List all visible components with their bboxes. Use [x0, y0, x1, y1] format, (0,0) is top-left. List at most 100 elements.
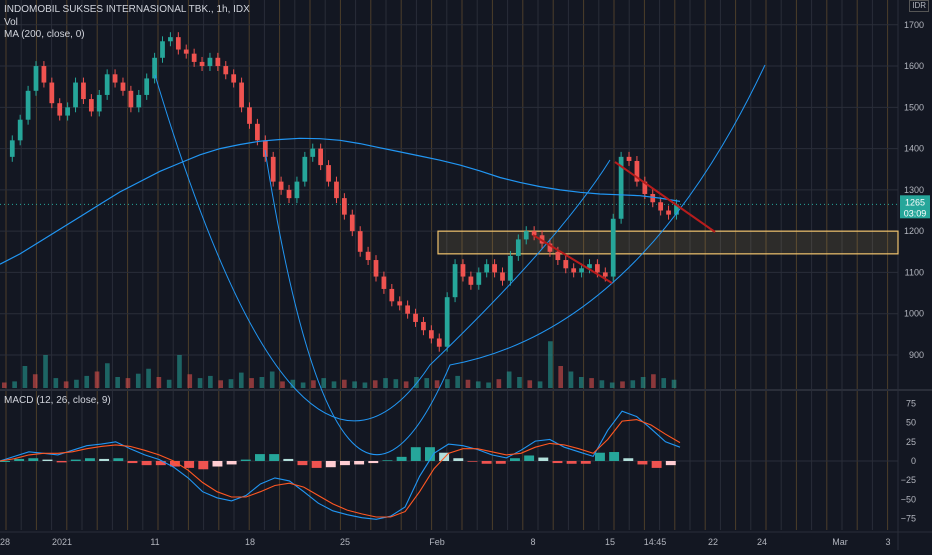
time-tick-label: 8 [530, 537, 535, 547]
last-price-value: 1265 [905, 197, 925, 207]
candle-body [436, 338, 442, 347]
macd-histogram-bar [396, 456, 407, 461]
candle-body [73, 82, 78, 108]
candle-body [334, 181, 339, 199]
macd-histogram-bar [637, 461, 648, 465]
candle-body [326, 165, 331, 182]
macd-histogram-bar [42, 459, 53, 461]
macd-histogram-bar [481, 461, 492, 464]
volume-bar [445, 379, 450, 388]
macd-histogram-bar [212, 461, 223, 467]
volume-bar [630, 380, 636, 388]
macd-histogram-bar [609, 452, 620, 461]
macd-histogram-bar [283, 458, 294, 461]
volume-bar [486, 382, 491, 388]
candle-body [666, 210, 671, 215]
price-tick-label: 900 [909, 350, 924, 360]
volume-bar [280, 381, 285, 388]
candle-body [81, 82, 86, 100]
volume-bar [558, 366, 563, 388]
macd-histogram-bar [538, 457, 549, 461]
candle-body [41, 66, 47, 83]
macd-histogram-bar [595, 452, 605, 461]
macd-histogram-bar [14, 458, 25, 461]
macd-tick-label: −75 [901, 514, 916, 524]
macd-histogram-bar [56, 461, 67, 463]
candle-body [112, 74, 118, 83]
macd-tick-label: 0 [911, 456, 916, 466]
volume-bar [84, 375, 90, 388]
candle-body [25, 90, 31, 120]
candle-body [65, 107, 70, 116]
volume-bar [517, 377, 522, 388]
candle-body [231, 74, 237, 83]
volume-bar [331, 381, 337, 388]
volume-bar [527, 380, 533, 388]
volume-legend: Vol [4, 17, 18, 28]
volume-bar [269, 371, 275, 388]
macd-histogram-bar [524, 455, 535, 461]
macd-histogram-bar [510, 458, 520, 461]
trendline-2 [614, 161, 716, 233]
candle-body [618, 156, 624, 219]
macd-histogram-bar [623, 458, 634, 461]
candle-body [674, 204, 679, 215]
candle-body [531, 231, 537, 236]
volume-bar [12, 381, 17, 388]
volume-bar [455, 375, 460, 388]
last-price-countdown: 03:09 [904, 208, 927, 218]
candle-body [255, 123, 260, 141]
macd-tick-label: 75 [906, 399, 916, 409]
volume-bar [640, 377, 646, 388]
candle-body [349, 214, 355, 232]
candle-body [587, 264, 592, 269]
candle-body [373, 260, 379, 277]
volume-bar [321, 378, 327, 388]
volume-bar [249, 378, 254, 388]
cup-arc-outer [264, 64, 766, 456]
candle-body [215, 57, 221, 67]
volume-bar [22, 366, 28, 388]
candle-body [602, 272, 608, 277]
candle-body [294, 181, 300, 199]
time-tick-label: Mar [832, 537, 848, 547]
candle-body [207, 57, 213, 67]
macd-histogram-bar [155, 461, 166, 466]
price-tick-label: 1300 [904, 185, 924, 195]
volume-bar [300, 382, 306, 388]
macd-histogram-bar [184, 461, 195, 468]
volume-bar [105, 363, 110, 388]
macd-histogram-bar [255, 454, 265, 461]
time-tick-label: Feb [429, 537, 445, 547]
candle-body [310, 148, 316, 157]
price-tick-label: 1000 [904, 309, 924, 319]
volume-bar [311, 380, 316, 388]
candle-body [650, 194, 656, 203]
time-tick-label: 15 [605, 537, 615, 547]
candle-body [262, 140, 268, 157]
volume-bar [589, 378, 594, 388]
volume-bar [259, 377, 265, 388]
volume-bar [424, 378, 430, 388]
volume-bar [568, 371, 574, 388]
time-tick-label: 25 [340, 537, 350, 547]
macd-tick-label: 50 [906, 418, 916, 428]
volume-bar [578, 377, 584, 388]
volume-bar [609, 382, 615, 388]
candle-body [17, 119, 23, 141]
candle-body [381, 276, 387, 289]
volume-bar [342, 379, 347, 388]
macd-histogram-bar [127, 461, 138, 464]
price-tick-label: 1500 [904, 102, 924, 112]
volume-bar [43, 355, 48, 388]
volume-bar [434, 380, 440, 388]
ma-legend: MA (200, close, 0) [4, 29, 85, 40]
candle-body [88, 99, 94, 112]
volume-bar [135, 373, 141, 388]
volume-bar [156, 377, 162, 388]
macd-histogram-bar [495, 461, 506, 464]
macd-histogram-bar [325, 461, 336, 468]
candle-body [626, 156, 632, 161]
